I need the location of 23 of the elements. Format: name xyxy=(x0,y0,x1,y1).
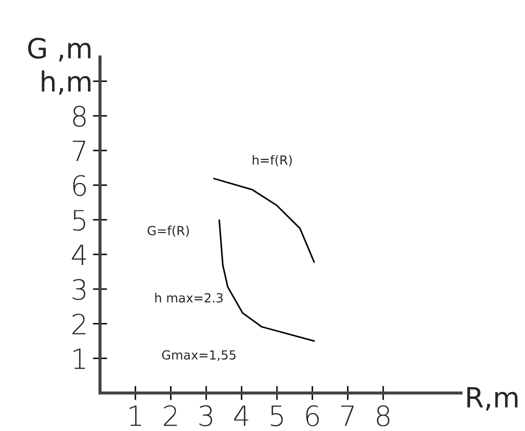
x-axis-title: R,m xyxy=(467,387,518,411)
y-tick-label: 5 xyxy=(73,210,86,231)
y-tick-label: 4 xyxy=(72,244,86,265)
x-tick-label: 1 xyxy=(130,406,141,426)
x-tick-label: 6 xyxy=(306,405,319,426)
annotation: h max=2.3 xyxy=(155,292,223,303)
x-tick-label: 3 xyxy=(199,405,212,426)
x-tick-label: 2 xyxy=(164,405,177,426)
y-tick-label: 8 xyxy=(73,106,86,127)
x-tick-label: 7 xyxy=(341,406,354,426)
y-axis-title: G ,m h,m xyxy=(28,38,90,95)
annotation: h=f(R) xyxy=(252,155,292,166)
x-tick-label: 5 xyxy=(270,406,283,426)
annotation: G=f(R) xyxy=(148,226,189,237)
y-tick-label: 7 xyxy=(72,140,86,162)
y-tick-label: 3 xyxy=(72,279,86,300)
x-tick-label: 4 xyxy=(234,406,248,426)
y-tick-label: 6 xyxy=(73,175,86,196)
x-tick-label: 8 xyxy=(376,405,390,426)
y-tick-label: 1 xyxy=(74,348,85,369)
y-tick-label: 2 xyxy=(72,314,86,334)
line-series xyxy=(213,178,315,263)
annotation: Gmax=1,55 xyxy=(162,350,236,361)
